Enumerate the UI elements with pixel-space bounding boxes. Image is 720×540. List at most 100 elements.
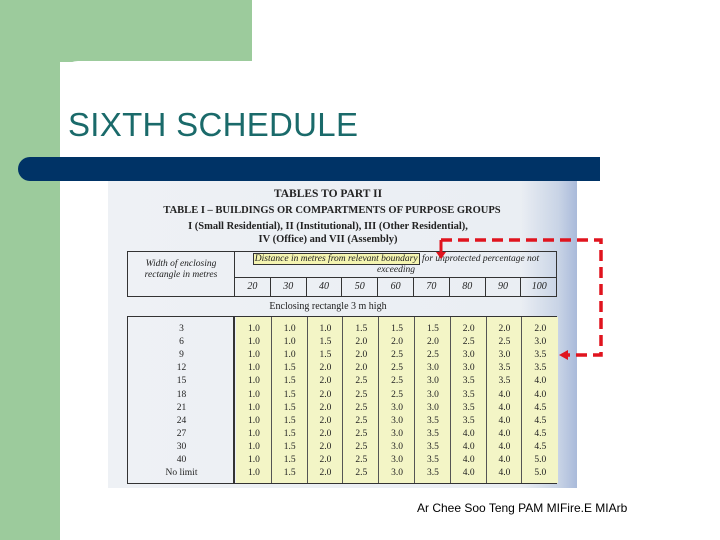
distance-cell: 2.5 (355, 415, 368, 426)
percentage-header: 90 (486, 278, 522, 296)
percentage-header: 50 (342, 278, 379, 296)
distance-cell: 2.0 (355, 363, 368, 374)
width-cell: 21 (176, 402, 187, 413)
distance-cell: 1.5 (283, 468, 296, 479)
distance-cell: 2.0 (426, 337, 439, 348)
distance-cell: 4.5 (534, 402, 547, 413)
value-column (379, 317, 415, 483)
distance-cell: 3.5 (426, 428, 439, 439)
green-side-band (0, 0, 60, 540)
distance-cell: 1.0 (247, 468, 260, 479)
distance-cell: 4.0 (462, 428, 475, 439)
distance-cell: 2.5 (391, 363, 404, 374)
width-cell: No limit (165, 468, 198, 479)
distance-cell: 1.5 (283, 441, 296, 452)
dashed-connector (441, 238, 603, 357)
distance-cell: 3.0 (426, 376, 439, 387)
distance-cell: 1.5 (283, 402, 296, 413)
value-column (486, 317, 523, 483)
percentage-header: 100 (531, 281, 547, 292)
distance-cell: 2.5 (355, 402, 368, 413)
distance-cell: 3.5 (534, 363, 547, 374)
width-cell: 3 (179, 324, 184, 334)
distance-cell: 4.0 (534, 389, 547, 400)
distance-cell: 2.0 (319, 389, 332, 400)
value-column (415, 317, 451, 483)
distance-cell: 2.5 (426, 350, 439, 361)
distance-cell: 2.0 (319, 455, 332, 465)
distance-cell: 2.0 (534, 324, 547, 334)
distance-cell: 1.0 (247, 363, 260, 374)
distance-cell: 3.0 (534, 337, 547, 348)
distance-cell: 5.0 (534, 468, 547, 479)
distance-cell: 3.0 (498, 350, 511, 361)
value-column (271, 317, 308, 483)
distance-cell: 1.5 (283, 363, 296, 374)
distance-cell: 2.0 (498, 324, 511, 334)
table-row: No limit 1.0 1.5 2.0 2.5 3.0 3.5 4.0 4.0 5.0 (128, 467, 556, 480)
table-row: 12 1.0 1.5 2.0 2.0 2.5 3.0 3.0 3.5 3.5 (128, 362, 556, 375)
distance-cell: 1.5 (283, 428, 296, 439)
distance-cell: 1.0 (283, 324, 296, 334)
table-row: 3 1.0 1.0 1.0 1.5 1.5 1.5 2.0 2.0 2.0 (128, 323, 556, 336)
distance-cell: 1.5 (283, 376, 296, 387)
distance-cell: 1.0 (247, 337, 260, 348)
distance-cell: 3.5 (462, 402, 475, 413)
distance-cell: 1.0 (247, 324, 260, 334)
width-cell: 15 (176, 376, 187, 387)
table-title: TABLE I – BUILDINGS OR COMPARTMENTS OF P… (163, 205, 501, 216)
distance-cell: 3.0 (462, 363, 475, 374)
width-cell: 9 (179, 350, 184, 361)
width-cell: 24 (176, 415, 187, 426)
highlighted-phrase: Distance in metres from relevant boundar… (252, 253, 420, 265)
distance-cell: 2.5 (355, 376, 368, 387)
distance-cell: 1.0 (247, 389, 260, 400)
distance-cell: 1.0 (247, 402, 260, 413)
table-header: Width of enclosing rectangle in metres D… (127, 251, 557, 297)
slide-footer: Ar Chee Soo Teng PAM MIFire.E MIArb (417, 501, 628, 515)
distance-cell: 3.0 (462, 350, 475, 361)
distance-cell: 2.0 (319, 363, 332, 374)
width-cell: 6 (179, 337, 184, 348)
distance-cell: 4.0 (462, 441, 475, 452)
green-top-band (0, 0, 252, 62)
scanned-table-image: TABLES TO PART II TABLE I – BUILDINGS OR… (108, 181, 577, 488)
table-body: 3 1.0 1.0 1.0 1.5 1.5 1.5 2.0 2.0 2.0 6 1.0 1.0 1.5 2.… (127, 316, 559, 484)
table-row: 24 1.0 1.5 2.0 2.5 3.0 3.5 3.5 4.0 4.5 (128, 415, 556, 428)
distance-cell: 2.5 (391, 376, 404, 387)
distance-cell: 1.5 (283, 455, 296, 465)
width-cell: 27 (176, 428, 187, 439)
slide-title: SIXTH SCHEDULE (68, 106, 359, 143)
value-column (522, 317, 559, 483)
distance-cell: 1.0 (283, 350, 296, 361)
percentage-header: 60 (378, 278, 414, 296)
distance-cell: 2.0 (319, 468, 332, 479)
table-row: 30 1.0 1.5 2.0 2.5 3.0 3.5 4.0 4.0 4.5 (128, 441, 556, 454)
distance-cell: 1.0 (247, 415, 260, 426)
distance-cell: 4.0 (462, 468, 475, 479)
distance-cell: 3.5 (426, 441, 439, 452)
distance-cell: 2.0 (319, 428, 332, 439)
distance-cell: 2.5 (391, 389, 404, 400)
distance-cell: 4.5 (534, 415, 547, 426)
distance-cell: 3.0 (426, 402, 439, 413)
distance-cell: 2.0 (319, 376, 332, 387)
distance-cell: 1.0 (247, 455, 260, 465)
width-cell: 30 (176, 441, 187, 452)
distance-cell: 4.5 (534, 428, 547, 439)
section-caption: Enclosing rectangle 3 m high (269, 301, 387, 312)
distance-cell: 2.0 (462, 324, 475, 334)
distance-cell: 3.5 (462, 376, 475, 387)
distance-cell: 5.0 (534, 455, 547, 465)
table-row: 15 1.0 1.5 2.0 2.5 2.5 3.0 3.5 3.5 4.0 (128, 375, 556, 388)
distance-cell: 3.0 (391, 455, 404, 465)
distance-cell: 4.0 (498, 428, 511, 439)
distance-cell: 1.0 (283, 337, 296, 348)
table-subtitle-2: IV (Office) and VII (Assembly) (258, 234, 398, 245)
distance-cell: 3.0 (391, 441, 404, 452)
distance-cell: 2.5 (462, 337, 475, 348)
distance-cell: 2.5 (355, 455, 368, 465)
distance-cell: 1.5 (426, 324, 439, 334)
width-cell: 12 (176, 363, 187, 374)
